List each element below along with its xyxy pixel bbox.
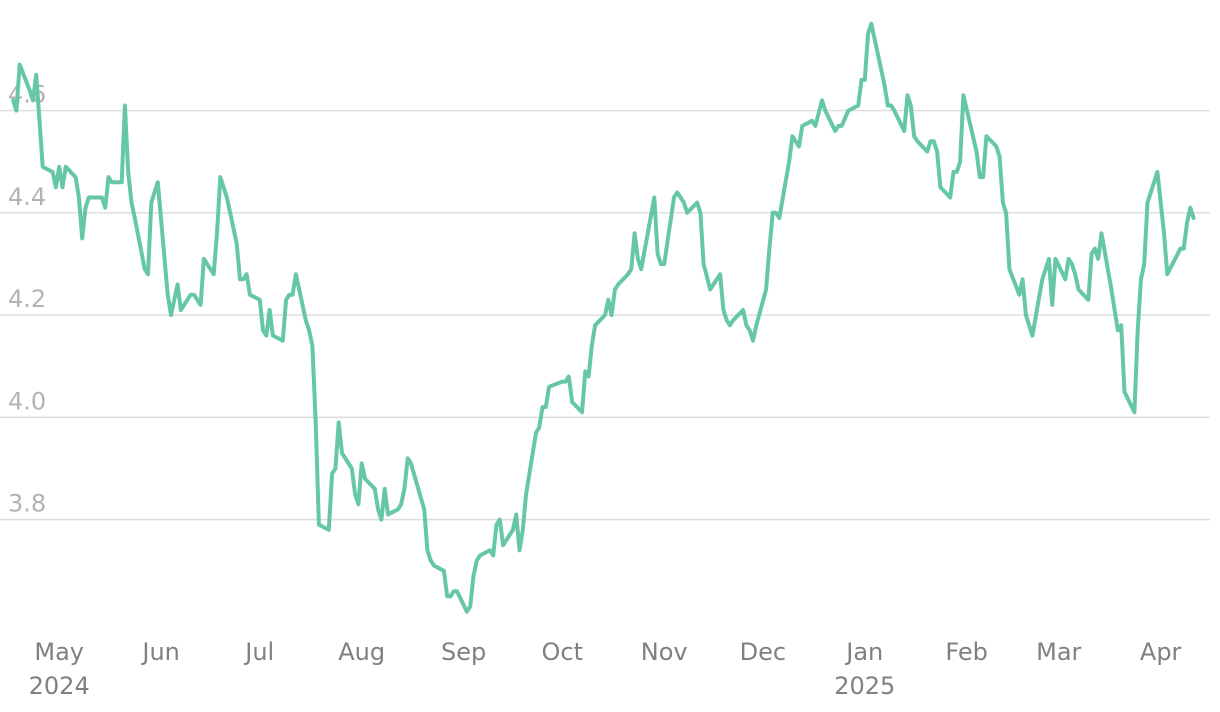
x-tick-label: Sep: [441, 638, 486, 666]
x-tick-label: May: [34, 638, 84, 666]
y-tick-label: 3.8: [8, 490, 46, 518]
x-tick-label: Dec: [740, 638, 786, 666]
x-tick-year-label: 2025: [834, 672, 895, 700]
y-tick-label: 4.2: [8, 285, 46, 313]
x-axis: May 2024 Jun Jul Aug Sep Oct Nov Dec Jan 2025 Feb Ma…: [29, 638, 1182, 700]
x-tick-label: Feb: [945, 638, 988, 666]
x-tick-label: Oct: [542, 638, 584, 666]
x-tick-label: Apr: [1140, 638, 1182, 666]
x-tick-label: Mar: [1036, 638, 1081, 666]
x-tick-year-label: 2024: [29, 672, 90, 700]
x-tick-label: Jul: [243, 638, 274, 666]
y-tick-label: 4.4: [8, 183, 46, 211]
y-axis: 3.84.04.24.44.6: [8, 81, 46, 518]
x-tick-label: Jun: [140, 638, 180, 666]
series-line: [11, 21, 1196, 614]
x-tick-label: Aug: [338, 638, 385, 666]
y-tick-label: 4.0: [8, 387, 46, 415]
x-tick-label: Nov: [641, 638, 688, 666]
x-tick-label: Jan: [844, 638, 883, 666]
series-layer: [11, 21, 1196, 614]
